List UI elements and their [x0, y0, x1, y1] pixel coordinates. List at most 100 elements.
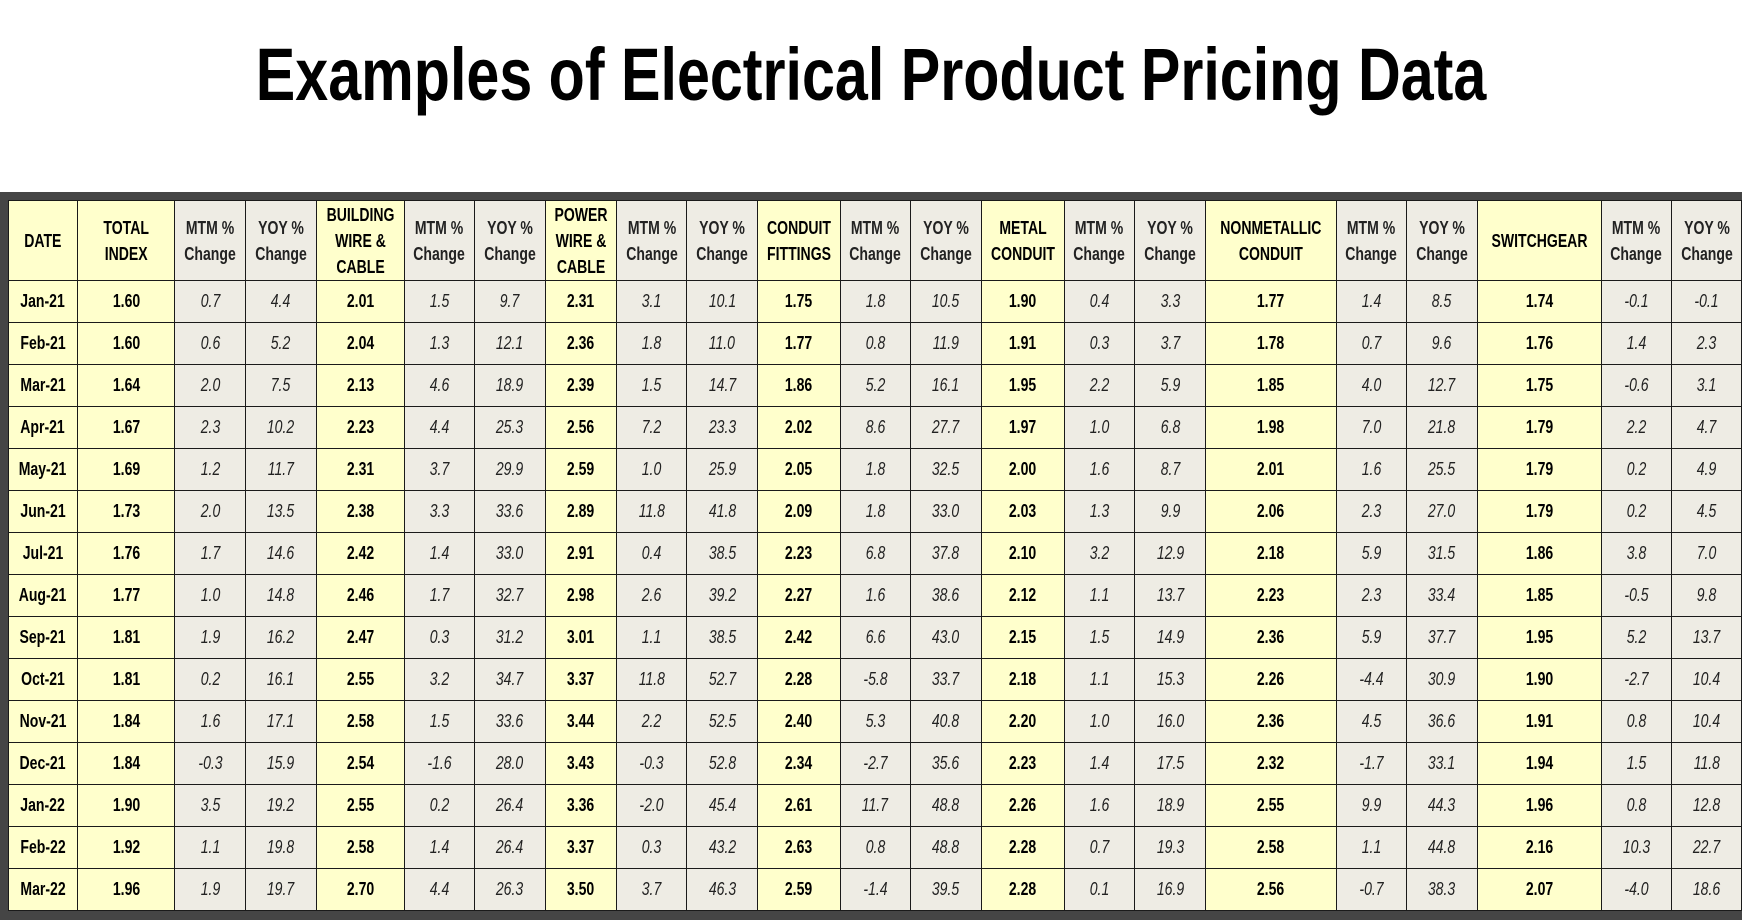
- table-cell: 3.7: [1134, 322, 1207, 365]
- cell-value: 1.4: [1626, 333, 1647, 353]
- cell-value: 0.7: [1361, 333, 1382, 353]
- table-cell: 15.9: [245, 742, 317, 785]
- table-cell: 2.27: [756, 574, 841, 617]
- table-cell: 2.2: [615, 700, 688, 743]
- table-cell: 2.91: [544, 532, 617, 575]
- cell-value: 2.2: [1626, 417, 1647, 437]
- cell-value: 1.77: [112, 585, 140, 605]
- table-cell: 1.0: [1063, 406, 1136, 449]
- cell-value: 12.9: [1156, 543, 1184, 563]
- table-cell: -1.6: [403, 742, 476, 785]
- table-cell: 38.3: [1406, 868, 1478, 911]
- cell-value: 38.3: [1428, 879, 1456, 899]
- table-cell: 1.91: [1476, 700, 1602, 743]
- cell-value: 1.67: [112, 417, 140, 437]
- table-cell: 11.9: [909, 322, 982, 365]
- table-cell: -0.6: [1600, 364, 1673, 407]
- cell-value: 18.6: [1692, 879, 1721, 899]
- cell-value: 3.1: [641, 291, 662, 311]
- table-cell: 8.7: [1134, 448, 1207, 491]
- column-header-label: CONDUIT FITTINGS: [766, 217, 831, 264]
- cell-value: 0.2: [200, 669, 221, 689]
- cell-value: 3.5: [200, 795, 221, 815]
- cell-value: 19.7: [267, 879, 295, 899]
- table-cell: 29.9: [474, 448, 546, 491]
- date-cell: Jul-21: [8, 532, 78, 575]
- cell-value: 1.79: [1525, 459, 1553, 479]
- cell-value: 1.8: [865, 459, 885, 479]
- column-header: YOY % Change: [686, 200, 758, 281]
- cell-value: 3.1: [1696, 375, 1717, 395]
- table-cell: 1.1: [174, 826, 247, 869]
- cell-value: 1.97: [1008, 417, 1037, 437]
- table-cell: 1.5: [403, 280, 476, 323]
- table-cell: 0.8: [839, 826, 911, 869]
- table-row: Mar-22 1.96 1.9 19.7 2.70 4.4 26.3 3.50 3.7 46.3 2…: [8, 868, 1742, 911]
- cell-value: 9.9: [1160, 501, 1180, 521]
- cell-value: 3.36: [567, 795, 595, 815]
- cell-value: 8.6: [865, 417, 885, 437]
- table-cell: 1.97: [980, 406, 1065, 449]
- table-cell: 0.7: [1335, 322, 1408, 365]
- table-cell: 13.7: [1134, 574, 1207, 617]
- cell-value: 4.4: [429, 417, 450, 437]
- table-cell: 26.3: [474, 868, 546, 911]
- cell-value: 16.2: [267, 627, 295, 647]
- table-cell: 14.8: [245, 574, 317, 617]
- cell-value: 33.0: [931, 501, 960, 521]
- cell-value: 1.0: [641, 459, 662, 479]
- table-cell: 0.4: [615, 532, 688, 575]
- table-cell: 1.5: [1063, 616, 1136, 659]
- table-cell: 1.90: [980, 280, 1065, 323]
- cell-value: 12.7: [1428, 375, 1456, 395]
- table-cell: 7.5: [245, 364, 317, 407]
- table-cell: 31.5: [1406, 532, 1478, 575]
- table-cell: 3.2: [403, 658, 476, 701]
- table-cell: 48.8: [909, 784, 982, 827]
- cell-value: 2.23: [346, 417, 374, 437]
- cell-value: 44.3: [1428, 795, 1456, 815]
- column-header-label: YOY % Change: [696, 217, 748, 264]
- table-cell: 1.78: [1205, 322, 1337, 365]
- page-title-text: Examples of Electrical Product Pricing D…: [255, 33, 1487, 116]
- table-cell: 1.86: [756, 364, 841, 407]
- column-header-label: MTM % Change: [625, 217, 678, 264]
- table-cell: 4.4: [245, 280, 317, 323]
- cell-value: 11.7: [862, 795, 889, 815]
- table-cell: 2.47: [315, 616, 405, 659]
- cell-value: 32.5: [931, 459, 960, 479]
- table-cell: 10.5: [909, 280, 982, 323]
- cell-value: 3.44: [567, 711, 595, 731]
- cell-value: 0.4: [641, 543, 662, 563]
- cell-value: Dec-21: [19, 753, 66, 773]
- cell-value: Nov-21: [19, 711, 67, 731]
- table-cell: 26.4: [474, 784, 546, 827]
- date-cell: Aug-21: [8, 574, 78, 617]
- table-cell: 1.4: [403, 826, 476, 869]
- table-cell: 2.38: [315, 490, 405, 533]
- table-cell: -0.3: [615, 742, 688, 785]
- cell-value: 26.4: [496, 837, 524, 857]
- column-header-label: YOY % Change: [1144, 217, 1196, 264]
- cell-value: 0.7: [1089, 837, 1110, 857]
- cell-value: -0.7: [1359, 879, 1384, 899]
- table-cell: 19.8: [245, 826, 317, 869]
- table-cell: 3.01: [544, 616, 617, 659]
- column-header: SWITCHGEAR: [1476, 200, 1602, 281]
- table-cell: 3.7: [403, 448, 476, 491]
- table-cell: 9.7: [474, 280, 546, 323]
- column-header: MTM % Change: [1335, 200, 1408, 281]
- table-cell: -2.7: [1600, 658, 1673, 701]
- cell-value: 2.0: [200, 501, 221, 521]
- table-cell: 2.12: [980, 574, 1065, 617]
- cell-value: 4.9: [1696, 459, 1717, 479]
- table-cell: 2.18: [980, 658, 1065, 701]
- cell-value: Jun-21: [20, 501, 66, 521]
- table-row: Oct-21 1.81 0.2 16.1 2.55 3.2 34.7 3.37 11.8 52.7…: [8, 658, 1742, 701]
- column-header: MTM % Change: [1600, 200, 1673, 281]
- table-cell: 2.36: [544, 322, 617, 365]
- table-cell: 16.1: [245, 658, 317, 701]
- table-cell: 2.58: [1205, 826, 1337, 869]
- cell-value: 2.20: [1008, 711, 1037, 731]
- table-cell: 1.4: [403, 532, 476, 575]
